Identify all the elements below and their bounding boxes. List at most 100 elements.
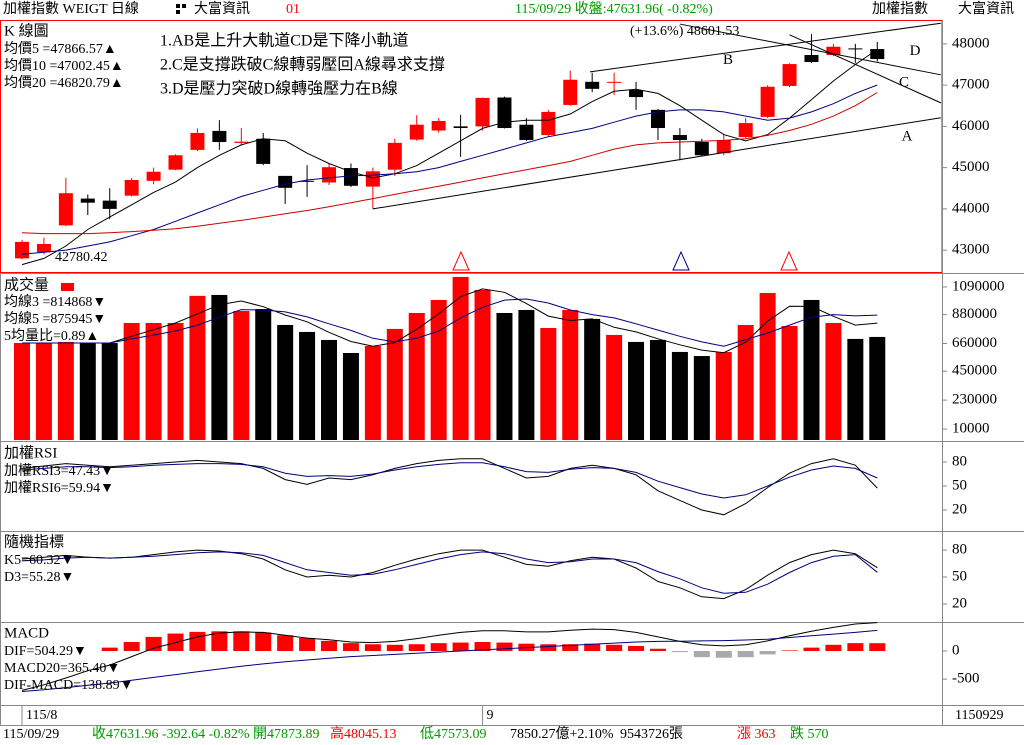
y-tick-label: 50 — [952, 477, 967, 493]
low-label: 42780.42 — [55, 250, 108, 265]
legend-entry: 加權RSI6=59.94▼ — [4, 480, 114, 496]
note: 2.C是支撐跌破C線轉弱壓回A線尋求支撐 — [160, 56, 445, 74]
histogram-bar — [277, 635, 294, 651]
candle-body — [256, 138, 271, 164]
y-tick-label: 44000 — [952, 200, 990, 216]
header-code: 01 — [286, 2, 300, 17]
volume-bar — [386, 328, 403, 440]
y-tick-label: 10000 — [952, 421, 990, 437]
histogram-bar — [869, 643, 886, 651]
panel-title: 隨機指標 — [4, 533, 64, 550]
footer-amount: 7850.27億+2.10% — [510, 726, 614, 742]
histogram-bar — [496, 642, 513, 651]
y-tick-label: 50 — [952, 568, 967, 584]
icon — [182, 4, 186, 8]
candle-body — [738, 123, 753, 138]
footer-close: 收47631.96 -392.64 -0.82% — [92, 726, 250, 742]
trend-line — [589, 22, 941, 73]
candle-body — [453, 126, 468, 129]
volume-bar — [825, 322, 842, 440]
candle-body — [650, 109, 665, 129]
candle-body — [804, 55, 819, 63]
histogram-bar — [123, 642, 140, 651]
candle-body — [124, 180, 139, 196]
candle-body — [760, 86, 775, 117]
candle-body — [322, 167, 337, 183]
ratio-label: 5均量比=0.89▲ — [4, 328, 99, 344]
line-series — [21, 92, 878, 235]
legend-entry: K5=60.32▼ — [4, 553, 74, 568]
candle-body — [15, 241, 29, 259]
line-series — [21, 462, 878, 499]
candle-body — [694, 142, 709, 156]
y-tick-label: 660000 — [952, 335, 997, 351]
footer-high: 高48045.13 — [330, 725, 397, 742]
histogram-bar — [562, 644, 579, 651]
histogram-bar — [189, 631, 206, 651]
header-title: 加權指數 WEIGT 日線 — [3, 1, 139, 17]
y-tick-label: 0 — [952, 642, 960, 658]
histogram-bar — [759, 651, 776, 655]
trend-label: D — [910, 43, 921, 59]
volume-bar — [518, 309, 535, 440]
icon — [176, 4, 180, 8]
volume-bar — [584, 318, 601, 440]
volume-bar — [277, 324, 294, 440]
high-note: (+13.6%) 48601.53 — [630, 24, 739, 39]
legend-entry: 均線5 =875945▼ — [4, 311, 106, 327]
histogram-bar — [803, 647, 820, 651]
candle-body — [36, 243, 51, 253]
volume-bar — [474, 289, 491, 440]
candle-body — [519, 124, 534, 140]
histogram-bar — [737, 651, 754, 658]
histogram-bar — [145, 636, 162, 651]
histogram-bar — [452, 642, 469, 651]
volume-bar — [299, 331, 316, 440]
volume-bar — [364, 346, 381, 440]
header-right-name: 加權指數 — [872, 1, 928, 17]
candle-body — [607, 81, 622, 83]
histogram-bar — [211, 631, 228, 651]
volume-bar — [123, 322, 140, 440]
volume-bar — [189, 295, 206, 440]
volume-bar — [781, 326, 798, 440]
candle-body — [190, 132, 205, 150]
candle-body — [870, 49, 885, 60]
candle-body — [300, 180, 315, 182]
volume-bar — [803, 299, 820, 440]
candle-body — [102, 200, 117, 209]
volume-bar — [321, 339, 338, 440]
histogram-bar — [430, 643, 447, 651]
histogram-bar — [649, 648, 666, 651]
y-tick-label: 450000 — [952, 363, 997, 379]
line-series — [21, 622, 878, 691]
legend-entry: D3=55.28▼ — [4, 570, 74, 585]
volume-bar — [79, 342, 96, 440]
legend-entry: 均線3 =814868▼ — [4, 294, 106, 310]
signal-triangle — [780, 250, 798, 271]
candle-body — [212, 130, 227, 143]
volume-bar — [671, 351, 688, 440]
icon — [176, 10, 180, 14]
candle-body — [365, 171, 380, 187]
trend-label: A — [902, 129, 913, 145]
footer-date: 115/09/29 — [3, 727, 59, 742]
header-right-source: 大富資訊 — [958, 0, 1014, 17]
candle-body — [168, 155, 183, 170]
line-series — [21, 84, 878, 255]
histogram-bar — [233, 631, 250, 651]
volume-bar — [430, 299, 447, 440]
y-tick-label: 20 — [952, 501, 967, 517]
candle-body — [278, 175, 293, 188]
histogram-bar — [825, 644, 842, 651]
histogram-bar — [671, 651, 688, 653]
x-tick-label: 115/8 — [26, 708, 57, 723]
histogram-bar — [847, 643, 864, 651]
note: 1.AB是上升大軌道CD是下降小軌道 — [160, 32, 408, 50]
volume-bar — [14, 342, 30, 440]
line-series — [22, 288, 878, 354]
candle-body — [58, 193, 73, 226]
histogram-bar — [342, 643, 359, 651]
y-tick-label: 1090000 — [952, 278, 1005, 294]
